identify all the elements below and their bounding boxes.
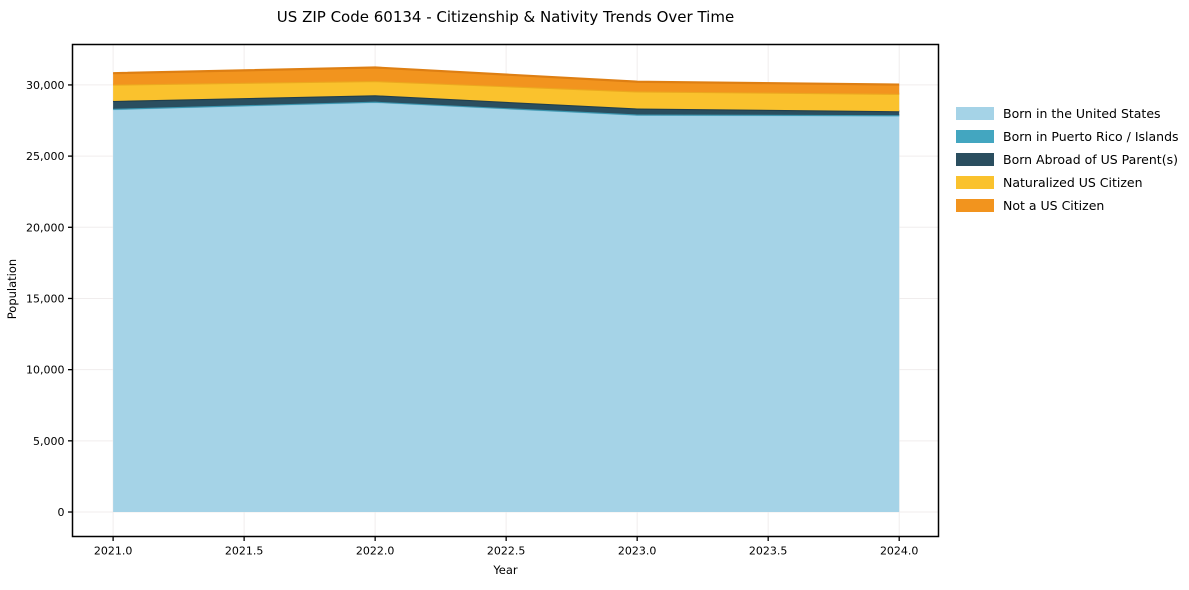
legend-item-3: Born Abroad of US Parent(s) [956,148,1179,171]
legend: Born in the United States Born in Puerto … [956,102,1179,217]
y-axis-label: Population [5,258,19,320]
x-axis-label: Year [493,563,518,577]
x-tick-label: 2021.5 [225,545,264,558]
y-tick-label: 25,000 [26,150,65,163]
legend-item-5: Not a US Citizen [956,194,1179,217]
legend-label: Born Abroad of US Parent(s) [1003,152,1178,167]
x-tick-label: 2024.0 [880,545,919,558]
legend-swatch [956,153,994,166]
y-tick-label: 20,000 [26,221,65,234]
x-tick-label: 2022.0 [356,545,395,558]
legend-label: Naturalized US Citizen [1003,175,1143,190]
area-born-in-the-united-states [113,102,900,513]
y-tick-label: 15,000 [26,292,65,305]
area-naturalized-us-citizen [113,81,900,112]
legend-swatch [956,107,994,120]
y-tick-label: 10,000 [26,364,65,377]
area-not-a-us-citizen [113,67,900,94]
legend-item-4: Naturalized US Citizen [956,171,1179,194]
y-tick-label: 30,000 [26,79,65,92]
y-tick-label: 5,000 [33,435,65,448]
x-tick-label: 2022.5 [487,545,526,558]
plot-frame [71,43,940,538]
legend-label: Not a US Citizen [1003,198,1105,213]
x-tick-label: 2023.0 [618,545,657,558]
y-tick-label: 0 [58,506,65,519]
chart-title: US ZIP Code 60134 - Citizenship & Nativi… [276,8,735,26]
legend-item-2: Born in Puerto Rico / Islands [956,125,1179,148]
x-tick-label: 2023.5 [749,545,788,558]
x-tick-label: 2021.0 [94,545,133,558]
legend-swatch [956,130,994,143]
legend-item-1: Born in the United States [956,102,1179,125]
legend-swatch [956,199,994,212]
legend-swatch [956,176,994,189]
legend-label: Born in Puerto Rico / Islands [1003,129,1179,144]
area-edge-not-a-us-citizen [113,66,900,86]
legend-label: Born in the United States [1003,106,1161,121]
